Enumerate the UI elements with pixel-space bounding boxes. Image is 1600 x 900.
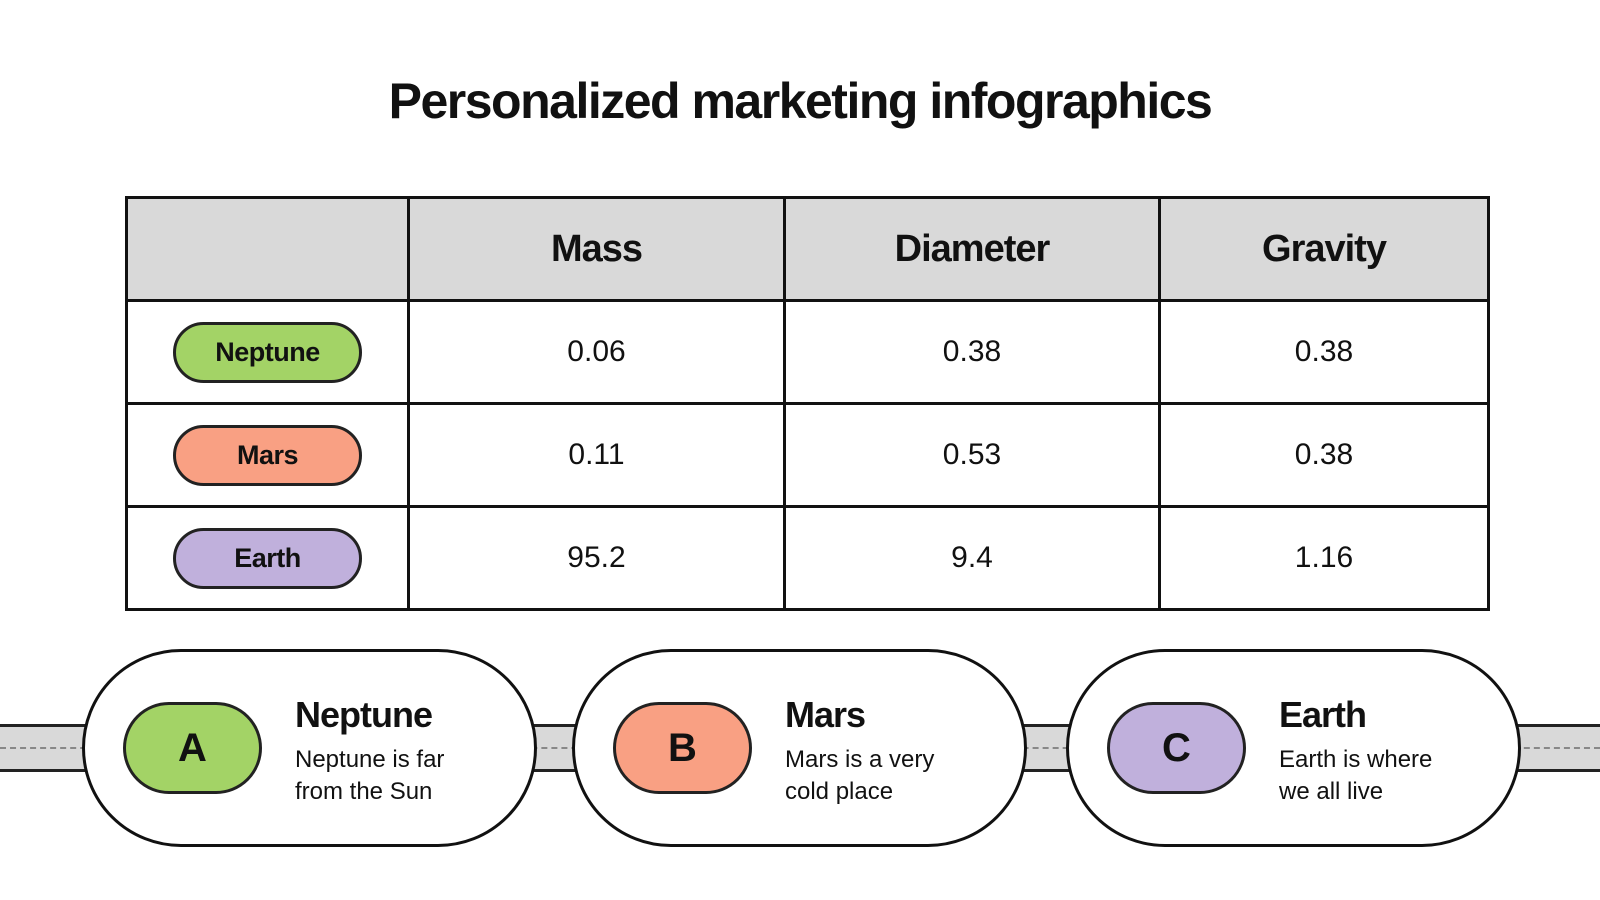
card-title: Neptune <box>295 694 433 735</box>
row-label-cell: Neptune <box>125 299 410 405</box>
card-letter: B <box>613 702 752 794</box>
row-label-cell: Mars <box>125 402 410 508</box>
card-text: Earth is where we all live <box>1279 746 1433 805</box>
table-cell: 9.4 <box>783 505 1161 611</box>
table-cell: 0.38 <box>783 299 1161 405</box>
header-cell: Gravity <box>1158 196 1490 302</box>
card-title: Mars <box>785 694 866 735</box>
card-title: Earth <box>1279 694 1367 735</box>
header-row: Mass Diameter Gravity <box>125 196 1490 302</box>
header-cell: Mass <box>407 196 786 302</box>
data-table: Mass Diameter Gravity Neptune 0.06 0.38 0.38 Ma… <box>125 196 1490 611</box>
card: C Earth Earth is where we all live <box>1066 649 1521 847</box>
card: A Neptune Neptune is far from the Sun <box>82 649 537 847</box>
card-text: Neptune is far from the Sun <box>295 746 445 805</box>
table-cell: 0.11 <box>407 402 786 508</box>
table-row: Neptune 0.06 0.38 0.38 <box>125 299 1490 405</box>
row-label: Earth <box>173 527 362 589</box>
header-cell <box>125 196 410 302</box>
table-cell: 1.16 <box>1158 505 1490 611</box>
table-cell: 0.53 <box>783 402 1161 508</box>
table-cell: 0.06 <box>407 299 786 405</box>
card: B Mars Mars is a very cold place <box>572 649 1027 847</box>
card-letter: A <box>123 702 262 794</box>
table-cell: 95.2 <box>407 505 786 611</box>
card-text: Mars is a very cold place <box>785 746 935 805</box>
table-row: Earth 95.2 9.4 1.16 <box>125 505 1490 611</box>
row-label-cell: Earth <box>125 505 410 611</box>
card-letter: C <box>1107 702 1246 794</box>
table-cell: 0.38 <box>1158 299 1490 405</box>
title: Personalized marketing infographics <box>388 73 1213 129</box>
header-cell: Diameter <box>783 196 1161 302</box>
table-cell: 0.38 <box>1158 402 1490 508</box>
table-row: Mars 0.11 0.53 0.38 <box>125 402 1490 508</box>
row-label: Mars <box>173 424 362 486</box>
row-label: Neptune <box>173 321 362 383</box>
